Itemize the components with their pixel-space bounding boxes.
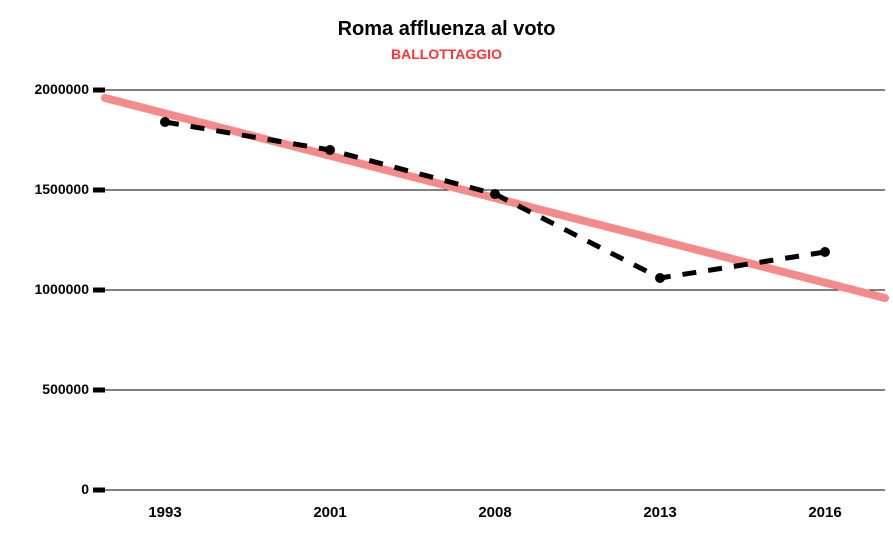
x-tick-label: 2013 [620, 504, 700, 521]
y-tick-label: 1500000 [34, 181, 89, 197]
chart-svg [0, 0, 893, 552]
x-tick-label: 2008 [455, 504, 535, 521]
y-tick-label: 500000 [42, 381, 89, 397]
x-tick-label: 2016 [785, 504, 865, 521]
x-tick-label: 1993 [125, 504, 205, 521]
x-tick-label: 2001 [290, 504, 370, 521]
y-tick-label: 1000000 [34, 281, 89, 297]
y-tick-label: 0 [81, 481, 89, 497]
chart-container: Roma affluenza al voto BALLOTTAGGIO 0500… [0, 0, 893, 552]
y-tick-label: 2000000 [34, 81, 89, 97]
